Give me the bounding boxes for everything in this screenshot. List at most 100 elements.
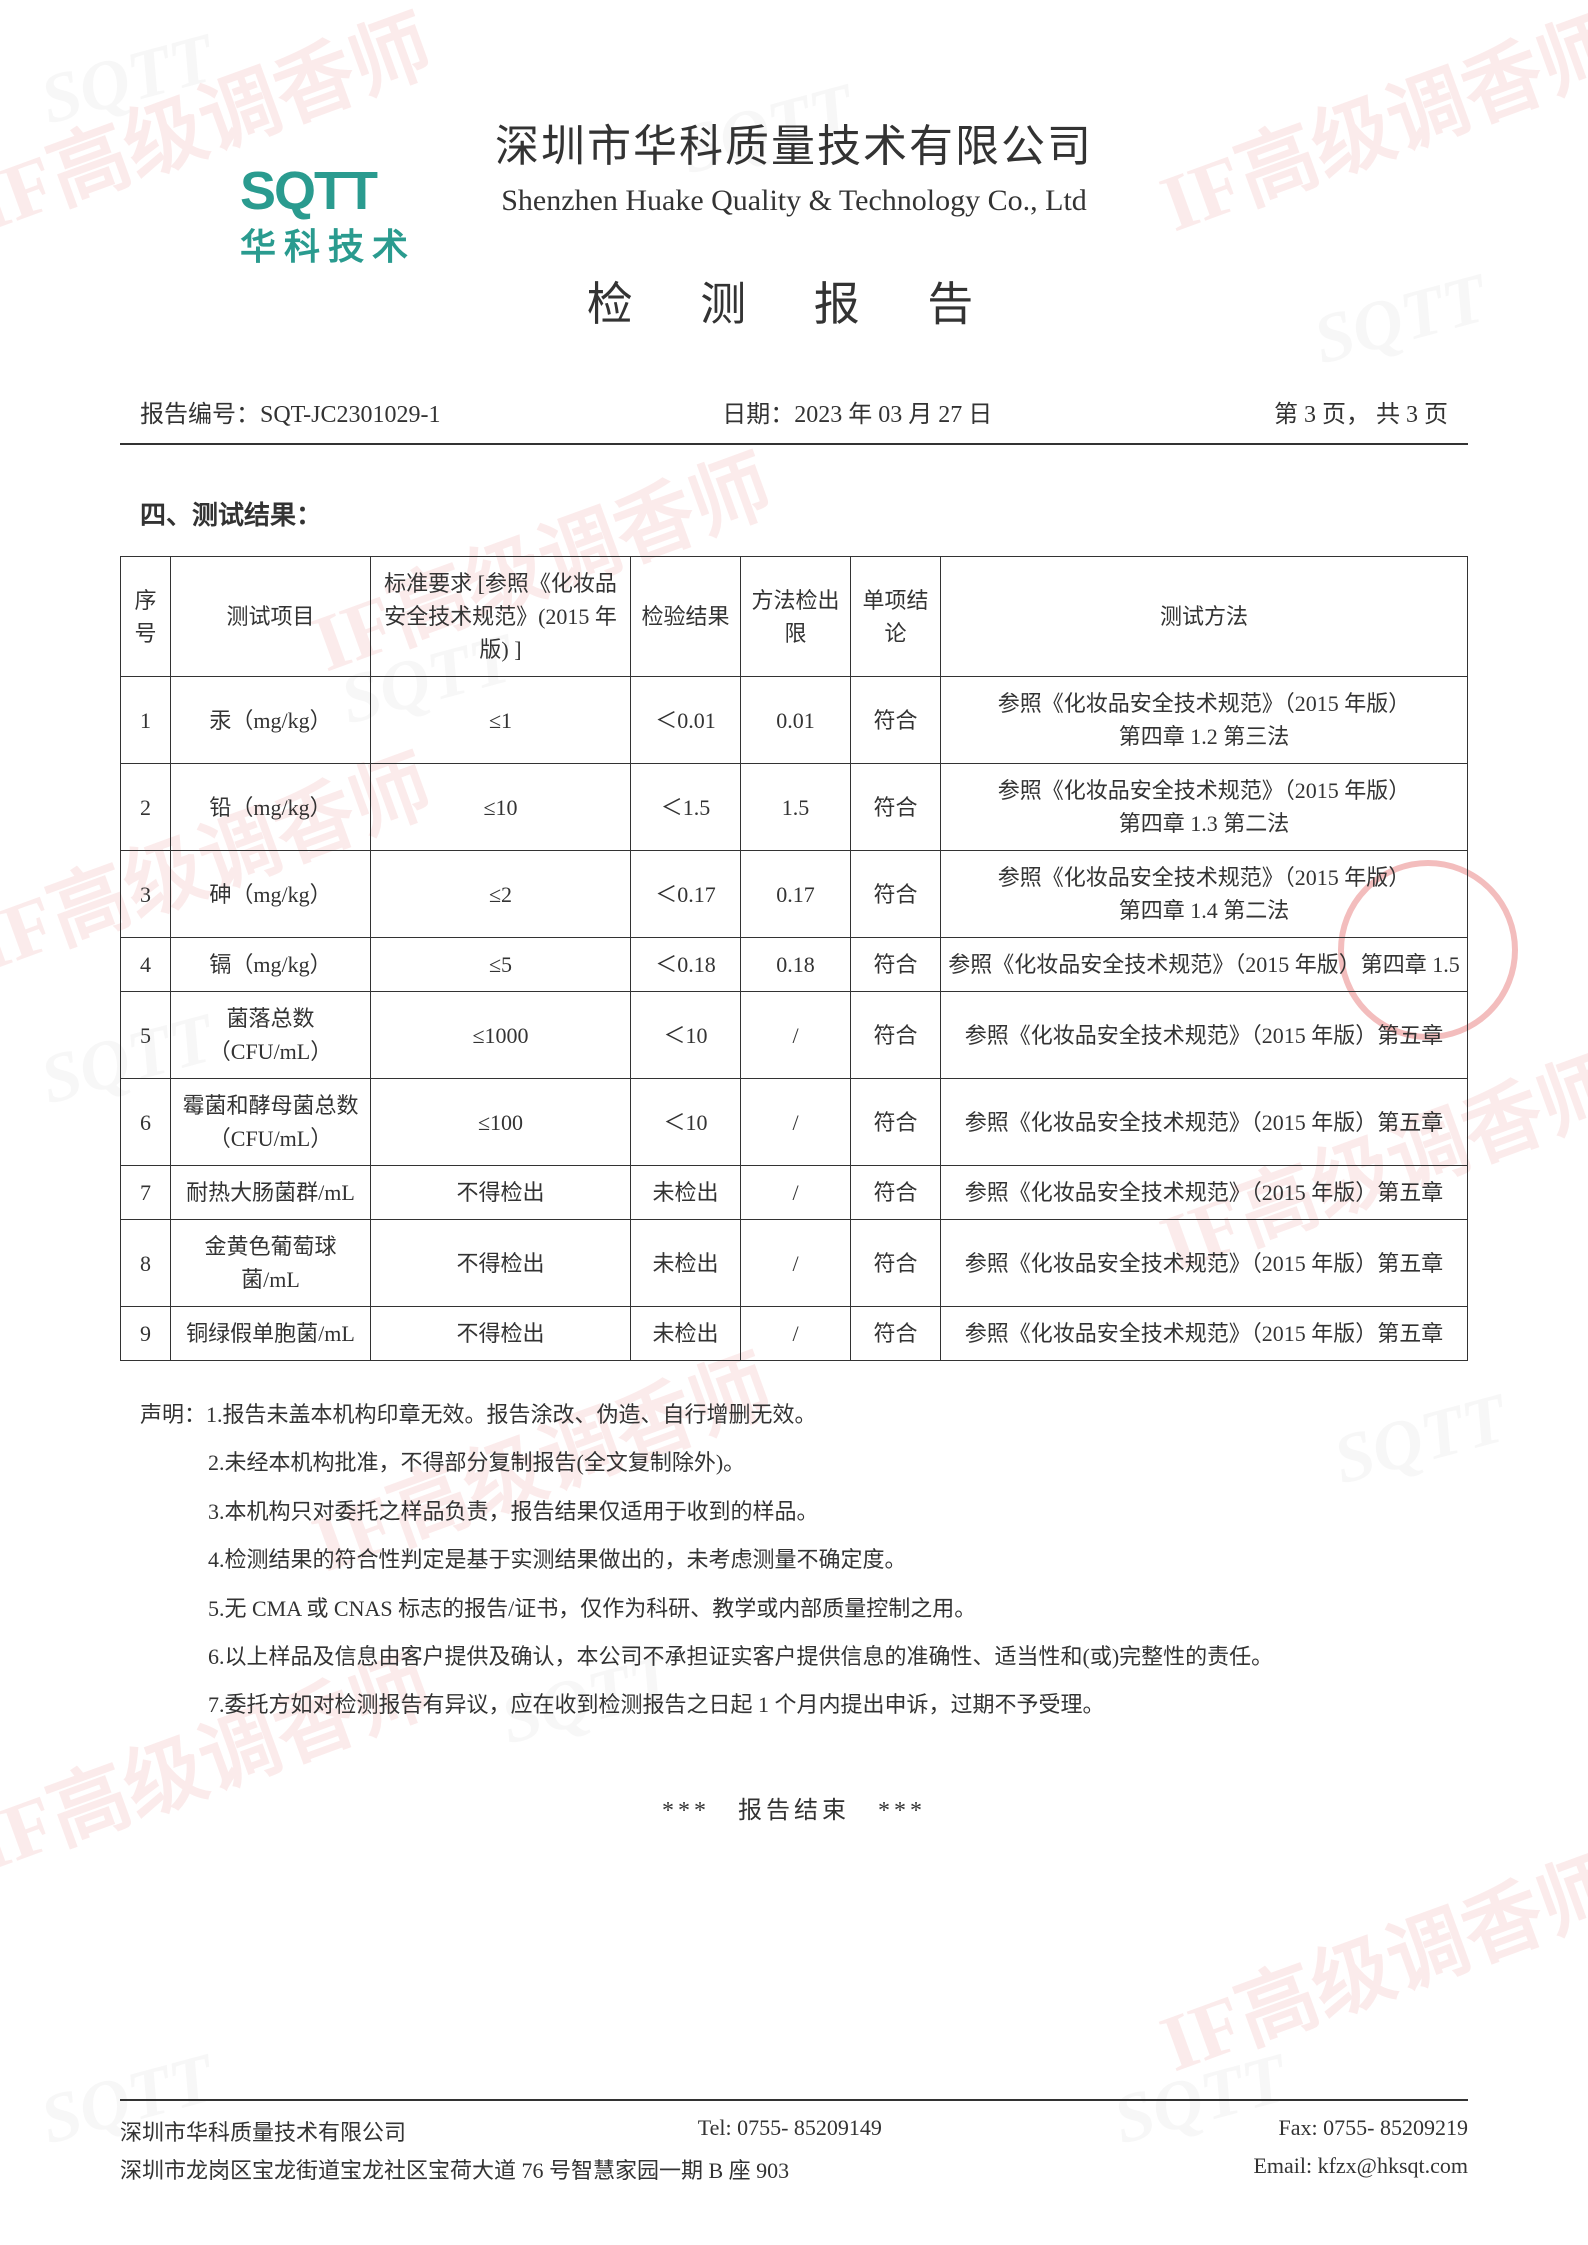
table-row: 3砷（mg/kg）≤2＜0.170.17符合参照《化妆品安全技术规范》（2015… [121, 851, 1468, 938]
cell-idx: 2 [121, 764, 171, 851]
table-row: 7耐热大肠菌群/mL不得检出未检出/符合参照《化妆品安全技术规范》（2015 年… [121, 1166, 1468, 1220]
table-row: 9铜绿假单胞菌/mL不得检出未检出/符合参照《化妆品安全技术规范》（2015 年… [121, 1307, 1468, 1361]
footer-address: 深圳市龙岗区宝龙街道宝龙社区宝荷大道 76 号智慧家园一期 B 座 903 [120, 2153, 1083, 2185]
table-row: 6霉菌和酵母菌总数（CFU/mL）≤100＜10/符合参照《化妆品安全技术规范》… [121, 1079, 1468, 1166]
cell-limit: / [741, 992, 851, 1079]
cell-result: ＜0.17 [631, 851, 741, 938]
cell-conclusion: 符合 [851, 1220, 941, 1307]
cell-req: ≤2 [371, 851, 631, 938]
cell-method: 参照《化妆品安全技术规范》（2015 年版）第五章 [941, 992, 1468, 1079]
declarations-head: 声明： [140, 1391, 206, 1439]
cell-item: 铜绿假单胞菌/mL [171, 1307, 371, 1361]
th-method: 测试方法 [941, 557, 1468, 677]
th-item: 测试项目 [171, 557, 371, 677]
company-logo: SQTT 华科技术 [240, 160, 416, 270]
page-footer: 深圳市华科质量技术有限公司 Tel: 0755- 85209149 Fax: 0… [120, 2099, 1468, 2185]
cell-method: 参照《化妆品安全技术规范》（2015 年版）第五章 [941, 1166, 1468, 1220]
declaration-item: 7.委托方如对检测报告有异议，应在收到检测报告之日起 1 个月内提出申诉，过期不… [140, 1681, 1468, 1729]
footer-company: 深圳市华科质量技术有限公司 [120, 2115, 698, 2147]
table-row: 2铅（mg/kg）≤10＜1.51.5符合参照《化妆品安全技术规范》（2015 … [121, 764, 1468, 851]
cell-limit: 0.17 [741, 851, 851, 938]
th-index: 序号 [121, 557, 171, 677]
cell-conclusion: 符合 [851, 1307, 941, 1361]
cell-item: 霉菌和酵母菌总数（CFU/mL） [171, 1079, 371, 1166]
cell-conclusion: 符合 [851, 677, 941, 764]
cell-req: ≤10 [371, 764, 631, 851]
report-title: 检 测 报 告 [120, 268, 1468, 334]
cell-item: 菌落总数（CFU/mL） [171, 992, 371, 1079]
cell-conclusion: 符合 [851, 851, 941, 938]
report-date: 日期：2023 年 03 月 27 日 [722, 394, 992, 429]
declaration-item: 4.检测结果的符合性判定是基于实测结果做出的，未考虑测量不确定度。 [140, 1536, 1468, 1584]
cell-limit: / [741, 1079, 851, 1166]
table-row: 4镉（mg/kg）≤5＜0.180.18符合参照《化妆品安全技术规范》（2015… [121, 938, 1468, 992]
table-row: 8金黄色葡萄球菌/mL不得检出未检出/符合参照《化妆品安全技术规范》（2015 … [121, 1220, 1468, 1307]
cell-result: ＜0.01 [631, 677, 741, 764]
table-row: 1汞（mg/kg）≤1＜0.010.01符合参照《化妆品安全技术规范》（2015… [121, 677, 1468, 764]
cell-result: ＜0.18 [631, 938, 741, 992]
cell-result: 未检出 [631, 1166, 741, 1220]
cell-idx: 9 [121, 1307, 171, 1361]
declarations: 声明： 1.报告未盖本机构印章无效。报告涂改、伪造、自行增删无效。 2.未经本机… [120, 1391, 1468, 1730]
cell-idx: 1 [121, 677, 171, 764]
cell-req: ≤5 [371, 938, 631, 992]
cell-conclusion: 符合 [851, 992, 941, 1079]
footer-tel: Tel: 0755- 85209149 [698, 2115, 1083, 2147]
table-row: 5菌落总数（CFU/mL）≤1000＜10/符合参照《化妆品安全技术规范》（20… [121, 992, 1468, 1079]
cell-method: 参照《化妆品安全技术规范》（2015 年版） 第四章 1.4 第二法 [941, 851, 1468, 938]
cell-item: 铅（mg/kg） [171, 764, 371, 851]
cell-method: 参照《化妆品安全技术规范》（2015 年版） 第四章 1.2 第三法 [941, 677, 1468, 764]
cell-item: 金黄色葡萄球菌/mL [171, 1220, 371, 1307]
cell-idx: 7 [121, 1166, 171, 1220]
cell-item: 镉（mg/kg） [171, 938, 371, 992]
cell-req: ≤1000 [371, 992, 631, 1079]
cell-item: 砷（mg/kg） [171, 851, 371, 938]
footer-fax: Fax: 0755- 85209219 [1083, 2115, 1468, 2147]
declaration-item: 6.以上样品及信息由客户提供及确认，本公司不承担证实客户提供信息的准确性、适当性… [140, 1633, 1468, 1681]
declaration-item: 1.报告未盖本机构印章无效。报告涂改、伪造、自行增删无效。 [206, 1391, 817, 1439]
cell-idx: 5 [121, 992, 171, 1079]
cell-limit: / [741, 1307, 851, 1361]
th-limit: 方法检出限 [741, 557, 851, 677]
cell-item: 耐热大肠菌群/mL [171, 1166, 371, 1220]
cell-limit: / [741, 1220, 851, 1307]
declaration-item: 2.未经本机构批准，不得部分复制报告(全文复制除外)。 [140, 1439, 1468, 1487]
section-title: 四、测试结果： [140, 495, 1468, 532]
table-header-row: 序号 测试项目 标准要求 [参照《化妆品安全技术规范》(2015 年版) ] 检… [121, 557, 1468, 677]
cell-result: ＜1.5 [631, 764, 741, 851]
cell-limit: / [741, 1166, 851, 1220]
cell-method: 参照《化妆品安全技术规范》（2015 年版） 第四章 1.3 第二法 [941, 764, 1468, 851]
logo-sub: 华科技术 [240, 218, 416, 270]
declaration-item: 5.无 CMA 或 CNAS 标志的报告/证书，仅作为科研、教学或内部质量控制之… [140, 1585, 1468, 1633]
footer-email: Email: kfzx@hksqt.com [1083, 2153, 1468, 2185]
cell-item: 汞（mg/kg） [171, 677, 371, 764]
report-number: 报告编号：SQT-JC2301029-1 [140, 394, 440, 429]
cell-method: 参照《化妆品安全技术规范》（2015 年版）第四章 1.5 [941, 938, 1468, 992]
cell-limit: 1.5 [741, 764, 851, 851]
th-result: 检验结果 [631, 557, 741, 677]
declaration-item: 3.本机构只对委托之样品负责，报告结果仅适用于收到的样品。 [140, 1488, 1468, 1536]
cell-result: ＜10 [631, 992, 741, 1079]
cell-conclusion: 符合 [851, 764, 941, 851]
cell-idx: 3 [121, 851, 171, 938]
cell-conclusion: 符合 [851, 938, 941, 992]
cell-req: 不得检出 [371, 1166, 631, 1220]
cell-req: 不得检出 [371, 1307, 631, 1361]
cell-req: ≤1 [371, 677, 631, 764]
report-end: *** 报告结束 *** [120, 1790, 1468, 1825]
th-requirement: 标准要求 [参照《化妆品安全技术规范》(2015 年版) ] [371, 557, 631, 677]
cell-idx: 8 [121, 1220, 171, 1307]
cell-method: 参照《化妆品安全技术规范》（2015 年版）第五章 [941, 1307, 1468, 1361]
cell-idx: 4 [121, 938, 171, 992]
cell-result: 未检出 [631, 1307, 741, 1361]
th-conclusion: 单项结论 [851, 557, 941, 677]
cell-method: 参照《化妆品安全技术规范》（2015 年版）第五章 [941, 1220, 1468, 1307]
report-page: 第 3 页， 共 3 页 [1274, 394, 1448, 429]
cell-method: 参照《化妆品安全技术规范》（2015 年版）第五章 [941, 1079, 1468, 1166]
cell-req: ≤100 [371, 1079, 631, 1166]
watermark-circle: IF高级调香师 [1143, 1821, 1588, 2094]
cell-limit: 0.18 [741, 938, 851, 992]
cell-result: ＜10 [631, 1079, 741, 1166]
results-table: 序号 测试项目 标准要求 [参照《化妆品安全技术规范》(2015 年版) ] 检… [120, 556, 1468, 1361]
report-meta-row: 报告编号：SQT-JC2301029-1 日期：2023 年 03 月 27 日… [120, 394, 1468, 445]
